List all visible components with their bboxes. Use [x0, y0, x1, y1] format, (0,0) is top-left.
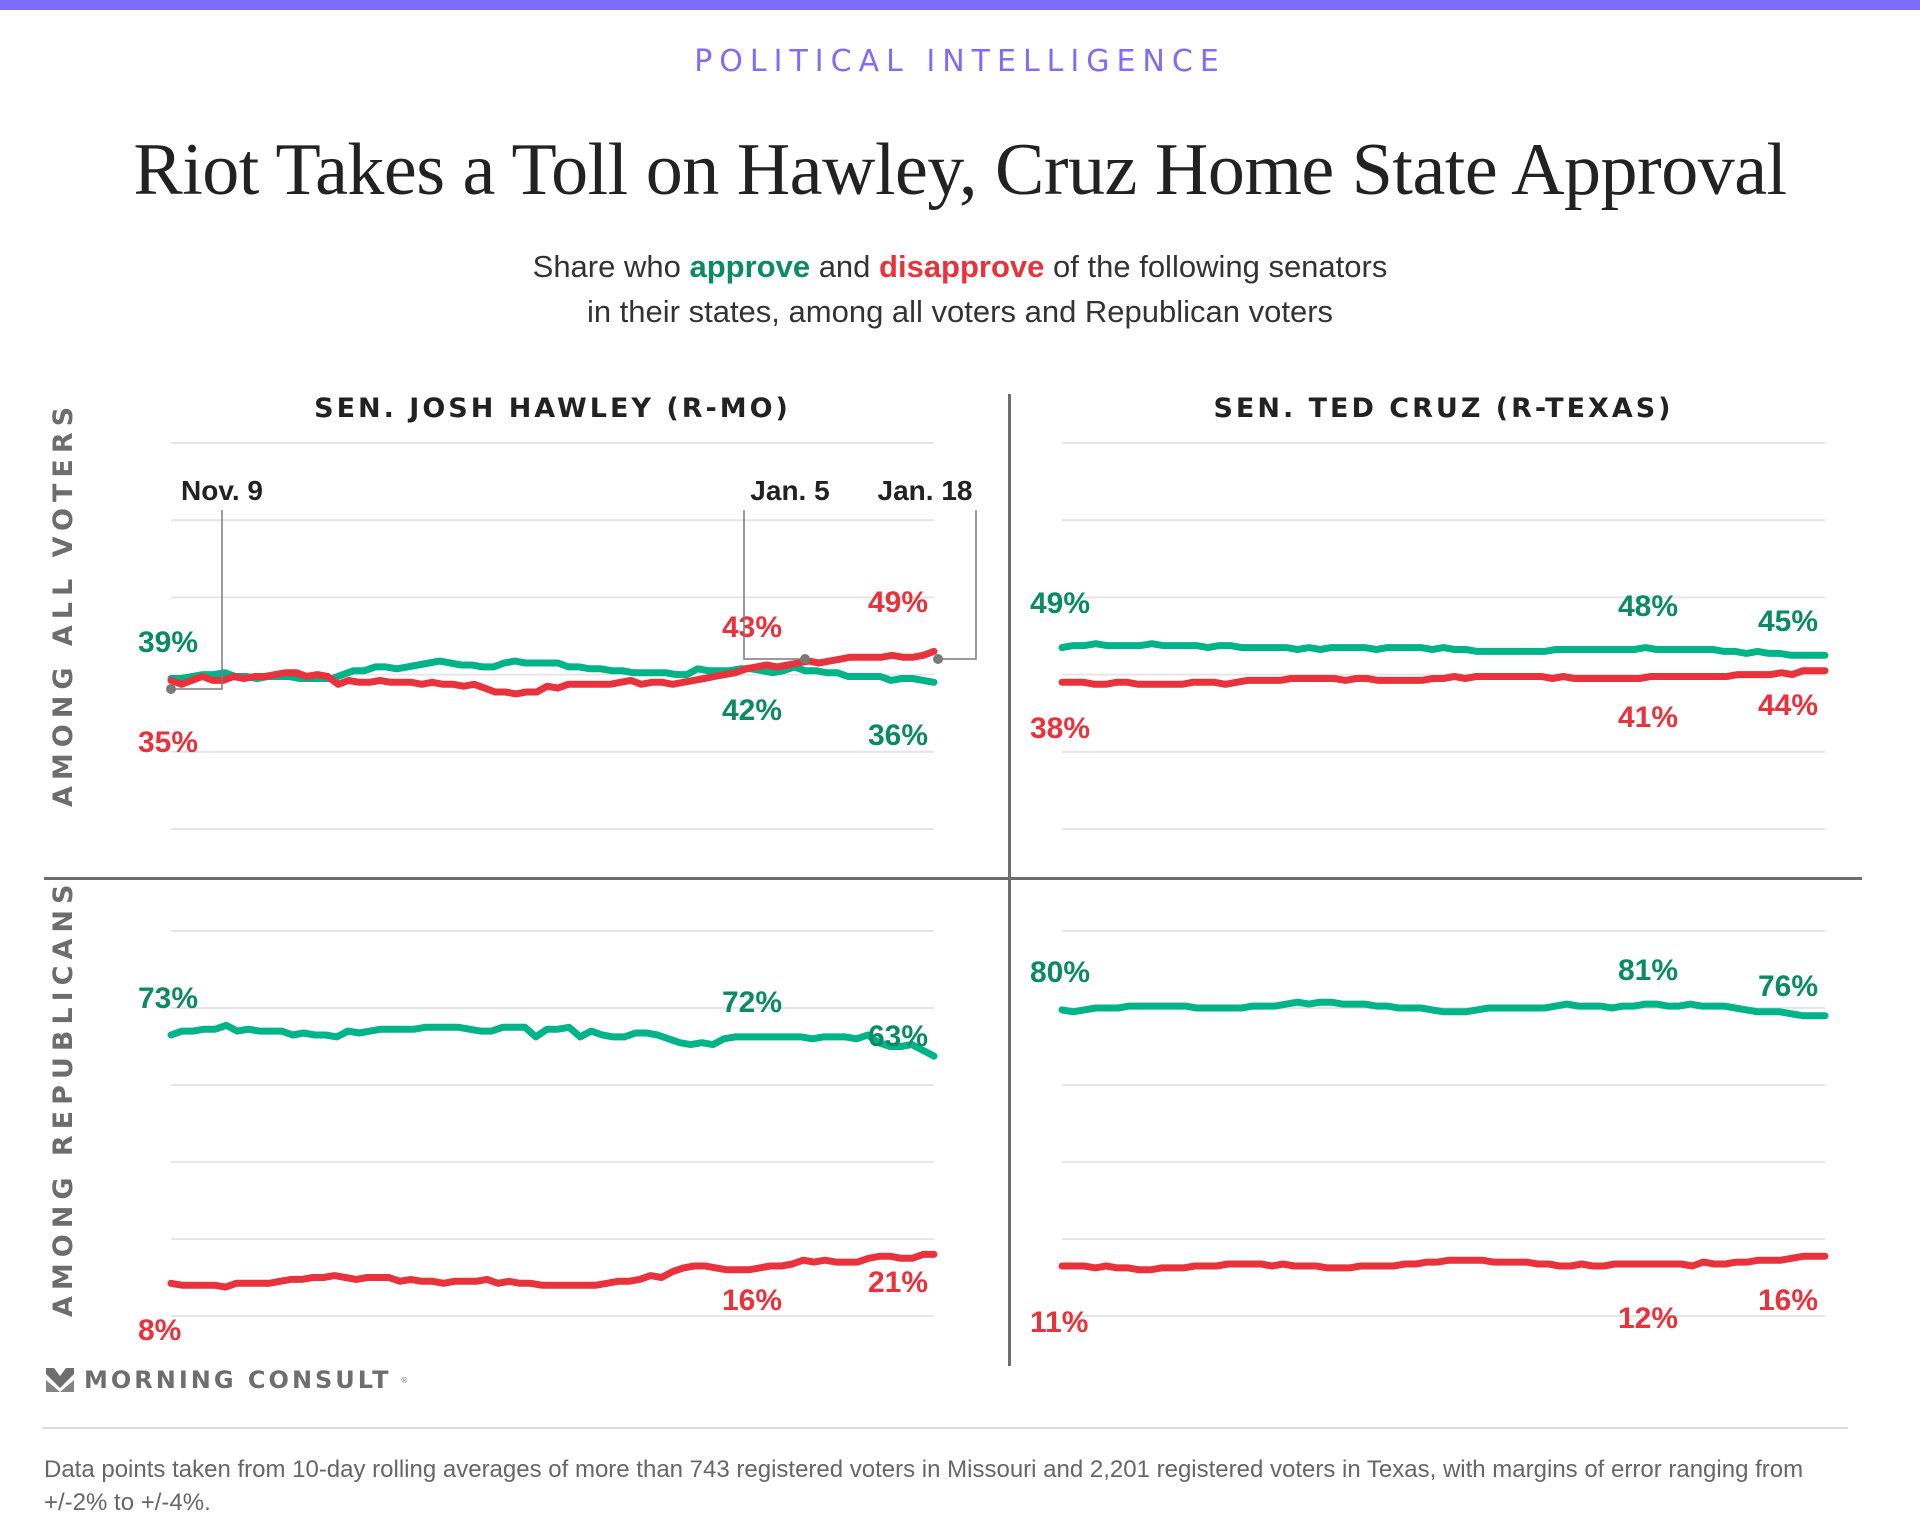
disapprove-data-label: 44% [1758, 689, 1818, 722]
subtitle: Share who approve and disapprove of the … [0, 244, 1920, 334]
subtitle-line-1: Share who approve and disapprove of the … [0, 244, 1920, 289]
approve-data-label: 36% [868, 719, 928, 752]
disapprove-data-label: 12% [1618, 1302, 1678, 1335]
disapprove-data-label: 49% [868, 586, 928, 619]
approve-data-label: 48% [1618, 590, 1678, 623]
column-header-cruz: SEN. TED CRUZ (R-TEXAS) [1213, 393, 1674, 424]
approve-data-label: 39% [138, 626, 198, 659]
top-accent-bar [0, 0, 1920, 10]
disapprove-series-line [1058, 1252, 1829, 1274]
methodology-note: Data points taken from 10-day rolling av… [44, 1456, 1804, 1516]
approve-data-label: 72% [722, 986, 782, 1019]
approve-data-label: 81% [1618, 954, 1678, 987]
date-annotation-label: Jan. 5 [750, 475, 829, 506]
subtitle-post: of the following senators [1044, 249, 1388, 284]
approve-data-label: 80% [1030, 956, 1090, 989]
disapprove-legend-word: disapprove [879, 249, 1045, 284]
disapprove-data-label: 16% [722, 1284, 782, 1317]
annotation-dot [166, 684, 176, 694]
approve-series-line [167, 657, 938, 686]
annotation-dot [933, 654, 943, 664]
column-header-hawley: SEN. JOSH HAWLEY (R-MO) [314, 393, 791, 424]
morning-consult-chevron-icon [46, 1368, 74, 1392]
annotation-leader-line [938, 510, 977, 660]
annotation-leader-line [743, 510, 806, 660]
disapprove-data-label: 16% [1758, 1284, 1818, 1317]
annotation-dot [800, 654, 811, 664]
date-annotation-label: Nov. 9 [181, 475, 263, 506]
disapprove-data-label: 8% [138, 1314, 181, 1347]
subtitle-line-2: in their states, among all voters and Re… [586, 294, 1334, 329]
section-kicker: POLITICAL INTELLIGENCE [694, 44, 1226, 79]
approve-data-label: 42% [722, 694, 782, 727]
vertical-divider [1008, 394, 1011, 1366]
subtitle-pre: Share who [532, 249, 690, 284]
approve-series-line [1058, 998, 1829, 1020]
approve-legend-word: approve [689, 249, 811, 284]
annotation-leader-line [171, 510, 223, 690]
disapprove-series-line [167, 1250, 938, 1291]
approve-data-label: 76% [1758, 970, 1818, 1003]
morning-consult-logo: MORNING CONSULT ® [46, 1366, 407, 1394]
disapprove-series-line [1058, 667, 1829, 688]
brand-name: MORNING CONSULT [84, 1366, 392, 1394]
approve-data-label: 49% [1030, 587, 1090, 620]
date-annotation-label: Jan. 18 [878, 475, 973, 506]
approve-data-label: 63% [868, 1020, 928, 1053]
approve-series-line [1058, 640, 1829, 659]
page-title: Riot Takes a Toll on Hawley, Cruz Home S… [133, 129, 1787, 211]
horizontal-divider [44, 877, 1862, 880]
disapprove-data-label: 35% [138, 726, 198, 759]
approve-data-label: 45% [1758, 605, 1818, 638]
disapprove-data-label: 43% [722, 611, 782, 644]
disapprove-data-label: 41% [1618, 701, 1678, 734]
disapprove-data-label: 11% [1030, 1306, 1088, 1339]
subtitle-mid: and [810, 249, 880, 284]
registered-mark: ® [401, 1375, 408, 1385]
disapprove-data-label: 21% [868, 1266, 928, 1299]
footer-divider [42, 1427, 1848, 1429]
approve-series-line [167, 1021, 938, 1060]
disapprove-data-label: 38% [1030, 712, 1090, 745]
approve-data-label: 73% [138, 982, 198, 1015]
